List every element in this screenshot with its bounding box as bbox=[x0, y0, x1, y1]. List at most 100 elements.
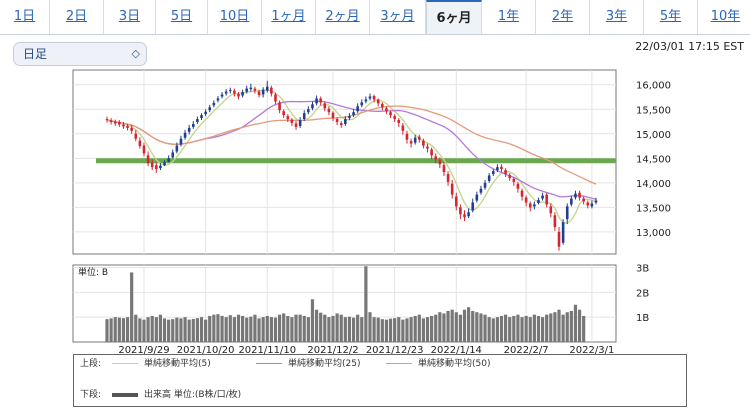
volume-bar bbox=[245, 317, 249, 342]
x-tick-label: 2022/2/7 bbox=[504, 345, 549, 356]
x-tick-label: 2021/11/10 bbox=[238, 345, 296, 356]
volume-bar bbox=[314, 309, 319, 342]
tab-6ヶ月[interactable]: 6ヶ月 bbox=[426, 0, 482, 34]
candle-body bbox=[413, 137, 417, 143]
price-tick-label: 14,000 bbox=[636, 179, 671, 190]
candle-body bbox=[335, 119, 339, 123]
volume-bar bbox=[253, 314, 257, 342]
candle-body bbox=[118, 122, 121, 125]
candle-body bbox=[142, 145, 146, 154]
price-tick-label: 15,000 bbox=[636, 130, 671, 141]
legend-sma50-text: 単純移動平均(50) bbox=[418, 359, 491, 369]
volume-bar bbox=[569, 310, 573, 342]
volume-bar bbox=[195, 318, 200, 342]
volume-bar bbox=[212, 314, 216, 342]
x-tick-label: 2021/12/23 bbox=[366, 345, 424, 356]
volume-bar bbox=[372, 317, 376, 342]
candle-body bbox=[508, 175, 512, 178]
tab-5年[interactable]: 5年 bbox=[644, 0, 698, 34]
candle-body bbox=[146, 155, 150, 164]
volume-bar bbox=[471, 310, 475, 342]
volume-bar bbox=[499, 315, 504, 342]
volume-bar bbox=[187, 319, 191, 342]
volume-bar bbox=[351, 317, 356, 342]
volume-bar bbox=[442, 313, 446, 342]
candle-body bbox=[261, 89, 265, 95]
period-select[interactable]: 日足 ◇ bbox=[13, 42, 147, 66]
volume-bar bbox=[294, 314, 298, 342]
legend-sma25: 単純移動平均(25) bbox=[256, 357, 360, 371]
volume-bar bbox=[269, 317, 273, 342]
volume-bar bbox=[483, 314, 487, 342]
volume-bar bbox=[565, 312, 569, 342]
tab-2ヶ月[interactable]: 2ヶ月 bbox=[316, 0, 370, 34]
volume-bar bbox=[105, 319, 109, 342]
candle-body bbox=[557, 231, 561, 247]
volume-bar bbox=[491, 318, 495, 342]
candle-body bbox=[442, 165, 446, 173]
candle-body bbox=[409, 141, 413, 144]
candle-body bbox=[561, 222, 565, 243]
candle-body bbox=[278, 102, 281, 111]
candle-body bbox=[549, 206, 553, 214]
volume-bar bbox=[261, 317, 265, 342]
volume-bar bbox=[323, 314, 327, 342]
candle-body bbox=[159, 165, 162, 169]
candle-body bbox=[286, 116, 290, 120]
volume-bar bbox=[130, 272, 134, 342]
tab-2日[interactable]: 2日 bbox=[50, 0, 104, 34]
chevron-updown-icon: ◇ bbox=[131, 47, 140, 60]
legend-volume: 出来高 単位:(B株/口/枚) bbox=[112, 388, 241, 402]
candle-body bbox=[528, 203, 532, 208]
tab-10年[interactable]: 10年 bbox=[698, 0, 750, 34]
candle-body bbox=[167, 158, 170, 162]
candle-body bbox=[237, 94, 240, 97]
candle-body bbox=[487, 175, 491, 181]
candle-body bbox=[113, 121, 117, 124]
candle-body bbox=[553, 215, 557, 228]
volume-bar bbox=[306, 317, 310, 342]
volume-bar bbox=[495, 317, 499, 342]
candle-body bbox=[290, 119, 294, 123]
candle-body bbox=[241, 92, 244, 96]
candle-body bbox=[401, 125, 405, 131]
tab-1年[interactable]: 1年 bbox=[482, 0, 536, 34]
candle-body bbox=[179, 138, 183, 145]
tab-2年[interactable]: 2年 bbox=[536, 0, 590, 34]
tab-5日[interactable]: 5日 bbox=[156, 0, 208, 34]
sma5-line bbox=[106, 89, 597, 224]
volume-bar bbox=[397, 317, 401, 342]
candle-body bbox=[216, 98, 220, 101]
candle-body bbox=[434, 156, 438, 160]
candle-body bbox=[372, 96, 376, 100]
volume-bar bbox=[487, 317, 491, 342]
volume-axis-title: 単位: B bbox=[78, 266, 108, 278]
candle-body bbox=[356, 106, 359, 112]
volume-bar bbox=[216, 314, 220, 342]
tab-1ヶ月[interactable]: 1ヶ月 bbox=[262, 0, 316, 34]
volume-bar bbox=[208, 315, 212, 342]
volume-bar bbox=[290, 317, 294, 342]
tab-1日[interactable]: 1日 bbox=[0, 0, 50, 34]
candle-body bbox=[545, 194, 548, 205]
volume-bar bbox=[175, 317, 179, 342]
volume-bar bbox=[327, 317, 331, 342]
candle-body bbox=[475, 194, 479, 201]
volume-bar bbox=[121, 318, 126, 342]
volume-bar bbox=[561, 314, 565, 342]
candle-body bbox=[204, 111, 207, 115]
volume-bar bbox=[310, 299, 315, 342]
tab-3日[interactable]: 3日 bbox=[104, 0, 156, 34]
tab-10日[interactable]: 10日 bbox=[208, 0, 262, 34]
candle-body bbox=[331, 112, 335, 119]
candle-body bbox=[467, 212, 470, 217]
tab-3年[interactable]: 3年 bbox=[590, 0, 644, 34]
candle-body bbox=[265, 86, 269, 91]
candle-body bbox=[282, 111, 285, 116]
candle-body bbox=[364, 99, 368, 102]
tab-3ヶ月[interactable]: 3ヶ月 bbox=[370, 0, 426, 34]
candle-body bbox=[311, 104, 314, 109]
volume-bar bbox=[298, 314, 302, 342]
volume-bar bbox=[286, 315, 290, 342]
